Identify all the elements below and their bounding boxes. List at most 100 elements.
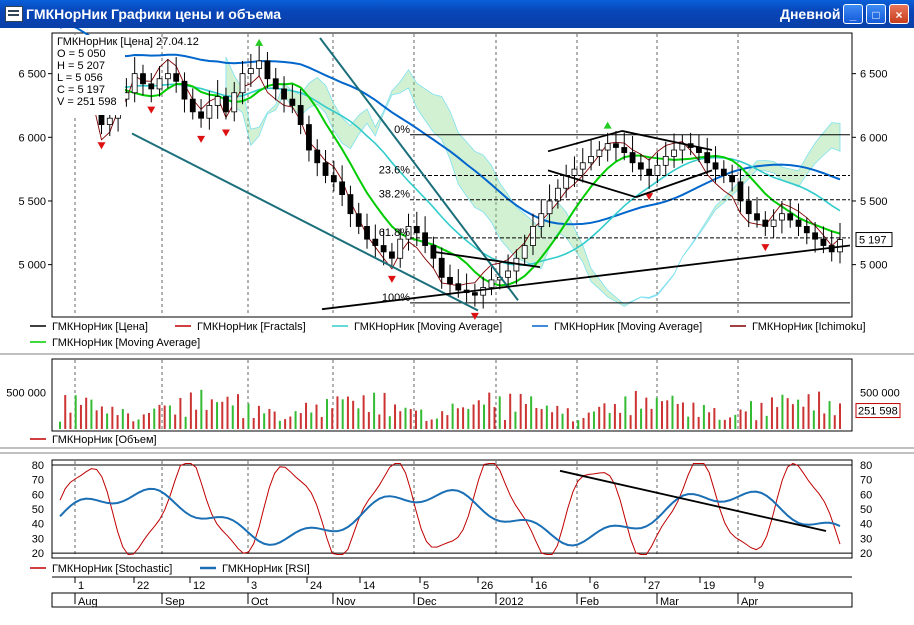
legend-label: ГМКНорНик [RSI]: [222, 563, 310, 575]
candle-body: [795, 219, 802, 227]
month-tick-label: 2012: [499, 596, 523, 608]
pattern-line[interactable]: [547, 169, 637, 199]
osc-y-label: 30: [860, 533, 872, 545]
legend-label: ГМКНорНик [Ichimoku]: [752, 321, 866, 333]
candle-body: [422, 232, 429, 246]
osc-y-label: 70: [32, 475, 44, 487]
close-button[interactable]: ×: [889, 4, 909, 24]
fib-level-label: 23.6%: [379, 165, 410, 177]
trend-line[interactable]: [319, 37, 519, 301]
rsi-line: [59, 487, 841, 547]
candle-body: [206, 105, 213, 119]
time-axis-frame: [51, 592, 853, 608]
candle-body: [671, 149, 677, 157]
minimize-button[interactable]: _: [843, 4, 863, 24]
legend-label: ГМКНорНик [Объем]: [52, 434, 157, 446]
candle-body: [223, 96, 229, 113]
y-tick-label: 5 500: [860, 196, 888, 208]
candle-body: [297, 105, 304, 125]
legend-label: ГМКНорНик [Moving Average]: [554, 321, 702, 333]
day-tick-label: 5: [423, 580, 429, 592]
candle-body: [198, 111, 204, 119]
month-tick-label: Mar: [660, 596, 679, 608]
candle-body: [745, 200, 752, 215]
candle-body: [779, 213, 785, 221]
osc-y-label: 50: [32, 504, 44, 516]
trend-line[interactable]: [433, 250, 541, 269]
candle-body: [488, 279, 495, 288]
candle-body: [389, 251, 395, 259]
candle-body: [173, 73, 180, 82]
candle-body: [214, 96, 221, 106]
day-tick-label: 26: [481, 580, 493, 592]
pattern-line[interactable]: [621, 130, 713, 151]
candle-body: [140, 73, 146, 85]
candle-body: [812, 232, 819, 240]
candle-body: [579, 162, 586, 170]
fractal-down-marker: [197, 135, 206, 143]
candle-body: [264, 60, 271, 80]
app-icon: [5, 6, 23, 22]
ohlc-close: C = 5 197: [57, 84, 105, 96]
last-volume-box: [855, 403, 901, 419]
pattern-line[interactable]: [547, 130, 623, 153]
candle-body: [530, 226, 536, 246]
last-price-box: [855, 232, 893, 248]
volume-y-label: 500 000: [860, 387, 900, 399]
candle-body: [372, 238, 379, 246]
y-tick-label: 6 000: [18, 132, 46, 144]
chart-area[interactable]: 0% 23.6% 38.2% 61.8% 100% 6 500 6 500 6 000 6 0…: [0, 28, 914, 625]
ohlc-box: [55, 35, 125, 115]
trend-line[interactable]: [131, 132, 479, 312]
candle-body: [754, 213, 760, 221]
candle-body: [662, 156, 669, 166]
month-tick-label: Oct: [251, 596, 268, 608]
window-title: ГМКНорНик Графики цены и объема: [26, 6, 282, 22]
legend-label: ГМКНорНик [Цена]: [52, 321, 148, 333]
candle-body: [447, 276, 453, 285]
candle-body: [629, 152, 636, 164]
rsi-trend-line[interactable]: [559, 469, 827, 532]
ohlc-volume: V = 251 598: [57, 96, 117, 108]
candle-body: [131, 73, 138, 94]
legend-label: ГМКНорНик [Moving Average]: [354, 321, 502, 333]
stochastic-line: [59, 462, 841, 556]
candle-body: [704, 152, 711, 164]
day-tick-label: 22: [137, 580, 149, 592]
candle-body: [231, 92, 238, 113]
candle-body: [413, 226, 420, 234]
day-tick-label: 1: [78, 580, 84, 592]
candle-body: [604, 143, 611, 151]
candle-body: [787, 213, 794, 221]
day-tick-label: 19: [703, 580, 715, 592]
ohlc-high: H = 5 207: [57, 60, 105, 72]
day-tick-label: 14: [363, 580, 375, 592]
candle-body: [281, 88, 287, 100]
ohlc-open: O = 5 050: [57, 48, 106, 60]
legend-label: ГМКНорНик [Stochastic]: [52, 563, 172, 575]
candle-body: [480, 287, 487, 296]
pattern-line[interactable]: [635, 169, 713, 198]
ichimoku-cloud: [225, 56, 841, 307]
candle-body: [397, 238, 404, 259]
y-tick-label: 6 500: [860, 69, 888, 81]
day-tick-label: 6: [593, 580, 599, 592]
candle-body: [189, 98, 196, 113]
candle-body: [364, 226, 370, 240]
ohlc-header: ГМКНорНик [Цена] 27.04.12: [57, 36, 199, 48]
oscillator-panel-frame: [51, 459, 853, 559]
candle-body: [621, 147, 628, 153]
y-tick-label: 5 000: [860, 260, 888, 272]
month-tick-label: Aug: [78, 596, 98, 608]
fractal-down-marker: [221, 129, 230, 137]
candle-body: [637, 162, 644, 170]
osc-y-label: 50: [860, 504, 872, 516]
last-volume-label: 251 598: [858, 406, 898, 418]
month-tick-label: Feb: [580, 596, 599, 608]
trend-line[interactable]: [321, 244, 851, 311]
candle-body: [471, 292, 478, 296]
candle-body: [770, 219, 777, 227]
osc-y-label: 20: [32, 548, 44, 560]
maximize-button[interactable]: □: [866, 4, 886, 24]
